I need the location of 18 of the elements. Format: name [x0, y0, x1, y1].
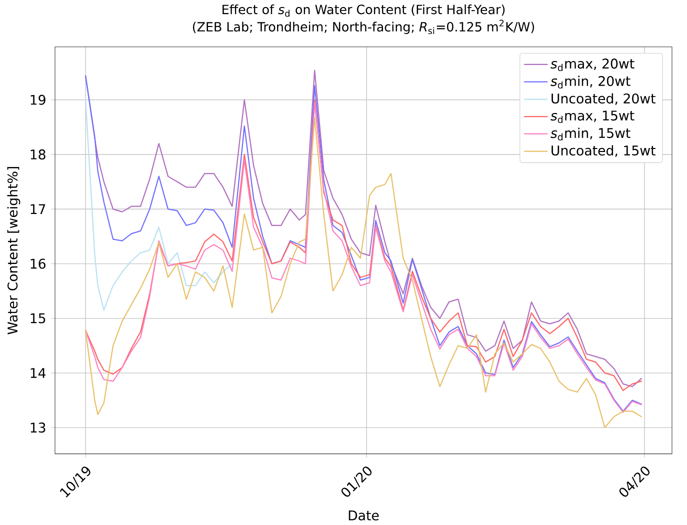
y-tick-label: 17 [30, 204, 46, 214]
legend-label: Uncoated, 15wt [552, 145, 656, 157]
legend-label: s$_{d}$max, 15wt [550, 110, 634, 124]
x-axis-title: Date [348, 510, 379, 520]
y-tick-label: 18 [30, 149, 46, 160]
y-axis-title: Water Content [weight%] [7, 167, 20, 334]
y-tick-label: 14 [30, 368, 46, 378]
chart-subtitle: (ZEB Lab; Trondheim; North-facing; R$_{si}$=0.125 m$^{2}$K/W) [192, 20, 534, 34]
y-tick-label: 19 [30, 94, 46, 105]
line-series [84, 99, 233, 311]
legend-label: s$_{d}$min, 20wt [550, 76, 630, 89]
y-tick-label: 16 [30, 258, 46, 269]
y-tick-label: 15 [30, 313, 46, 324]
legend-label: Uncoated, 20wt [552, 93, 656, 105]
chart-title: Effect of s$_{d}$ on Water Content (First Half-Year) [222, 4, 505, 17]
y-tick-label: 13 [30, 422, 46, 433]
legend-label: s$_{d}$min, 15wt [550, 128, 630, 141]
legend-label: s$_{d}$max, 20wt [550, 58, 634, 72]
